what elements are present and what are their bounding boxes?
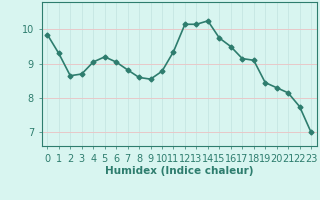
X-axis label: Humidex (Indice chaleur): Humidex (Indice chaleur) bbox=[105, 166, 253, 176]
